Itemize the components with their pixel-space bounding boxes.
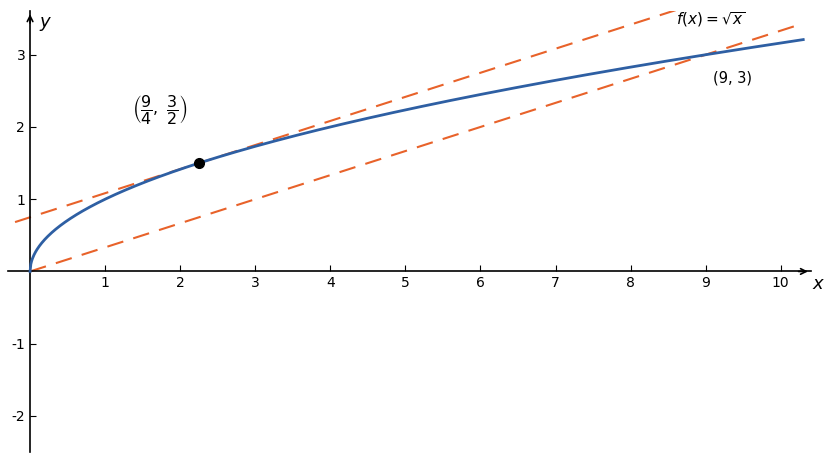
- Text: $f(x) = \sqrt{x}$: $f(x) = \sqrt{x}$: [675, 11, 744, 29]
- Text: (9, 3): (9, 3): [712, 71, 751, 86]
- Text: $\left(\dfrac{9}{4},\ \dfrac{3}{2}\right)$: $\left(\dfrac{9}{4},\ \dfrac{3}{2}\right…: [132, 93, 187, 125]
- Text: y: y: [39, 13, 50, 31]
- Text: x: x: [812, 275, 822, 293]
